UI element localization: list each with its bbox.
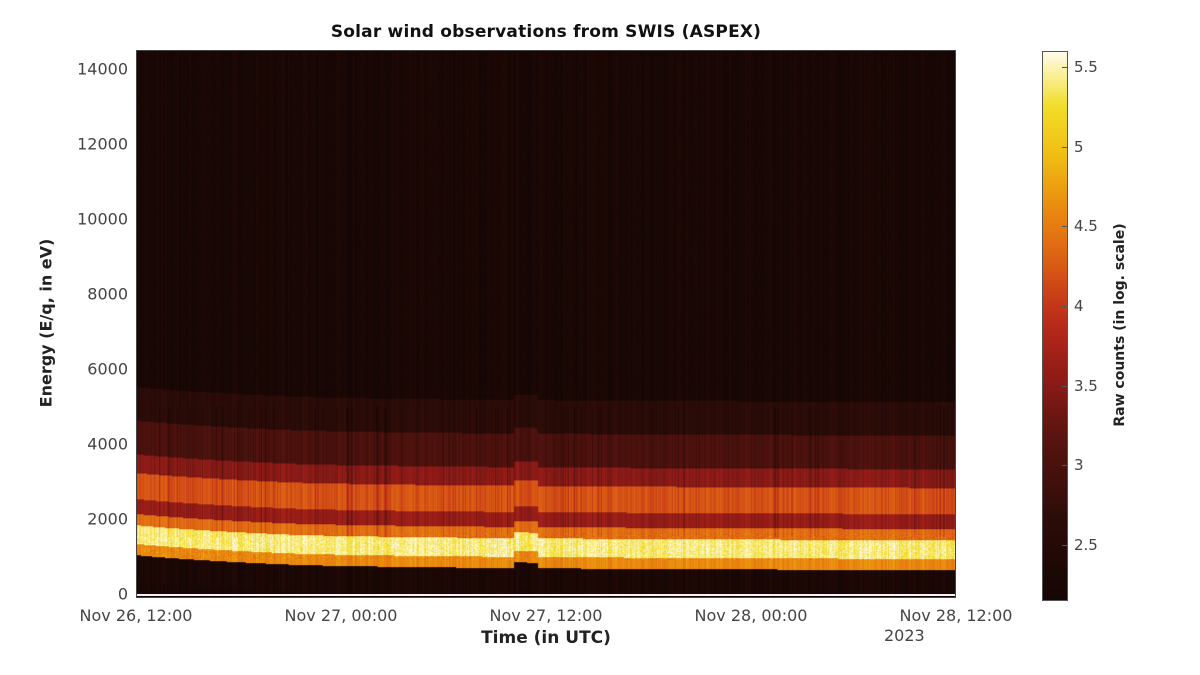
- spectrogram-heatmap: [137, 51, 955, 597]
- y-axis-label: Energy (E/q, in eV): [36, 238, 56, 408]
- y-tick-label: 2000: [87, 509, 128, 529]
- y-tick-label: 6000: [87, 359, 128, 379]
- x-tick-label: Nov 26, 12:00: [79, 606, 193, 625]
- colorbar-tick-label: 4.5: [1074, 217, 1098, 236]
- y-tick-label: 10000: [77, 209, 128, 229]
- colorbar-tick-label: 3.5: [1074, 376, 1098, 395]
- colorbar-tick-label: 4: [1074, 297, 1084, 316]
- colorbar-tick-mark: [1062, 146, 1068, 148]
- colorbar-label: Raw counts (in log. scale): [1112, 223, 1128, 427]
- y-tick-label: 4000: [87, 434, 128, 454]
- x-tick-label: Nov 27, 00:00: [284, 606, 398, 625]
- chart-title: Solar wind observations from SWIS (ASPEX…: [330, 22, 762, 42]
- x-axis-label: Time (in UTC): [481, 628, 611, 648]
- y-tick-label: 14000: [77, 59, 128, 79]
- colorbar-tick-mark: [1062, 226, 1068, 228]
- colorbar-tick-mark: [1062, 465, 1068, 467]
- x-tick-label: Nov 28, 00:00: [694, 606, 808, 625]
- x-tick-label: Nov 28, 12:00: [899, 606, 1013, 625]
- colorbar: [1042, 51, 1068, 601]
- colorbar-tick-label: 5: [1074, 137, 1084, 156]
- colorbar-tick-label: 2.5: [1074, 536, 1098, 555]
- spectrogram-plot-area: [136, 50, 956, 598]
- colorbar-tick-label: 3: [1074, 456, 1084, 475]
- colorbar-tick-label: 5.5: [1074, 57, 1098, 76]
- x-axis-year-label: 2023: [884, 626, 925, 645]
- x-tick-label: Nov 27, 12:00: [489, 606, 603, 625]
- x-axis-line: [137, 594, 955, 596]
- colorbar-tick-mark: [1062, 385, 1068, 387]
- y-tick-label: 0: [117, 584, 128, 604]
- y-tick-label: 8000: [87, 284, 128, 304]
- colorbar-tick-mark: [1062, 306, 1068, 308]
- colorbar-tick-mark: [1062, 66, 1068, 68]
- y-tick-label: 12000: [77, 134, 128, 154]
- colorbar-tick-mark: [1062, 545, 1068, 547]
